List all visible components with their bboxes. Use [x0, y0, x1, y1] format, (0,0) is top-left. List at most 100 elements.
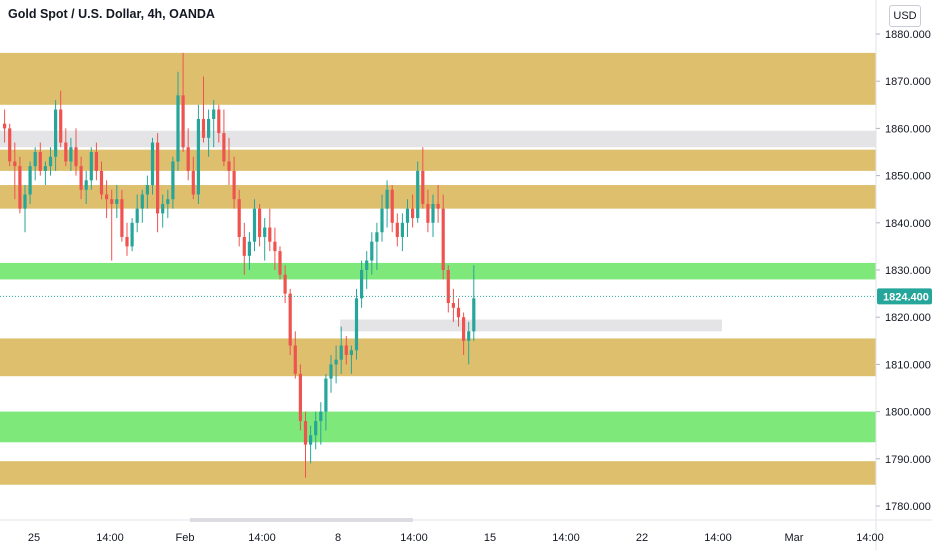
candle [196, 104, 200, 204]
candle [400, 213, 404, 252]
zone-gray-5[interactable] [340, 319, 722, 332]
candle [166, 189, 170, 219]
y-tick-label: 1790.000 [885, 454, 931, 466]
candle [64, 128, 68, 167]
candle [242, 222, 246, 275]
candle [207, 109, 211, 157]
x-tick-label: 14:00 [704, 532, 732, 544]
candle [48, 147, 53, 176]
candle [28, 161, 32, 204]
candle [201, 76, 206, 143]
x-tick-label: 14:00 [248, 532, 276, 544]
candle [421, 147, 425, 209]
candle [54, 100, 58, 171]
y-tick-label: 1780.000 [885, 501, 931, 513]
candle [293, 331, 297, 379]
candle [365, 251, 369, 289]
candle [140, 189, 144, 223]
time-scroll-handle[interactable] [190, 518, 413, 522]
zone-gold-2[interactable] [0, 149, 876, 171]
candle [79, 156, 83, 200]
last-price-label: 1824.400 [877, 288, 932, 305]
candle [171, 156, 175, 209]
x-tick-label: 14:00 [856, 532, 884, 544]
candle [309, 425, 313, 464]
x-tick-label: 14:00 [400, 532, 428, 544]
candle [472, 265, 476, 341]
candle [89, 147, 93, 190]
y-tick-label: 1820.000 [885, 312, 931, 324]
candle [237, 189, 241, 247]
candle [334, 345, 338, 384]
zone-gold-6[interactable] [0, 338, 876, 377]
candle [319, 402, 323, 445]
candle [416, 161, 420, 223]
candle [94, 142, 98, 181]
x-tick-label: Feb [176, 532, 195, 544]
candle [390, 185, 394, 233]
y-tick-label: 1880.000 [885, 29, 931, 41]
candle [181, 52, 185, 152]
candle [380, 194, 384, 242]
candle [411, 194, 415, 228]
candle [431, 194, 435, 237]
x-tick-label: 14:00 [552, 532, 580, 544]
candle [375, 222, 379, 270]
candle [370, 232, 374, 275]
candle [263, 218, 267, 261]
candle [329, 354, 333, 393]
x-tick-label: 22 [636, 532, 648, 544]
zone-gold-8[interactable] [0, 461, 876, 485]
chart-title: Gold Spot / U.S. Dollar, 4h, OANDA [8, 7, 215, 21]
y-tick-label: 1870.000 [885, 76, 931, 88]
candle [467, 321, 471, 365]
candle [84, 170, 88, 204]
candle [115, 185, 119, 219]
candle [110, 189, 114, 261]
candle [314, 411, 318, 450]
y-tick-label: 1860.000 [885, 123, 931, 135]
candle [298, 364, 302, 431]
zone-green-4[interactable] [0, 262, 876, 280]
candle [145, 175, 149, 209]
candle [43, 161, 47, 186]
candle [3, 109, 7, 143]
candle [176, 71, 180, 171]
candle [303, 411, 308, 478]
candle [130, 218, 134, 252]
candle [13, 142, 17, 200]
x-tick-label: 25 [28, 532, 40, 544]
candle [59, 90, 63, 148]
candle [8, 123, 12, 167]
zone-green-7[interactable] [0, 411, 876, 443]
x-tick-label: Mar [785, 532, 804, 544]
candle [288, 288, 292, 355]
candle [324, 373, 328, 431]
candle [426, 189, 430, 233]
svg-text:1824.400: 1824.400 [883, 291, 929, 303]
candle [456, 298, 461, 327]
x-tick-label: 8 [335, 532, 341, 544]
zone-gray-1[interactable] [0, 130, 876, 148]
candle [462, 312, 466, 355]
y-tick-label: 1810.000 [885, 359, 931, 371]
candle [252, 199, 257, 252]
candle [212, 100, 216, 148]
currency-button[interactable]: USD [889, 5, 921, 27]
candle [344, 336, 348, 365]
candle [105, 180, 109, 219]
candle [354, 288, 359, 360]
candle [33, 147, 37, 181]
candle [156, 133, 160, 233]
candle [227, 137, 231, 186]
candle [268, 208, 272, 252]
y-tick-label: 1800.000 [885, 407, 931, 419]
candle [125, 222, 129, 256]
zone-gold-0[interactable] [0, 52, 876, 105]
candle [191, 156, 195, 200]
y-tick-label: 1830.000 [885, 265, 931, 277]
candle [278, 246, 282, 280]
candle [23, 185, 27, 233]
